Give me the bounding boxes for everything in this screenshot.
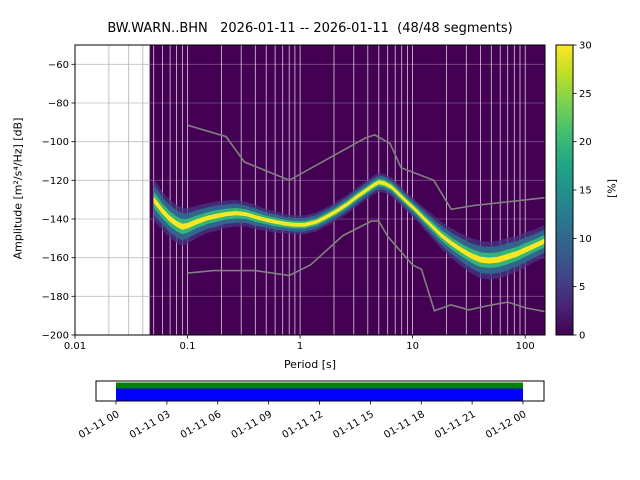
colorbar-border	[555, 44, 574, 336]
psd-data-layer	[153, 124, 545, 313]
psd-band-blue	[153, 175, 545, 275]
x-tick-label: 10	[406, 341, 419, 352]
plot-border	[74, 44, 546, 336]
psd-histogram-background	[149, 45, 545, 335]
low-noise-model-line	[187, 220, 545, 313]
timeline-tick-label: 01-11 18	[382, 409, 426, 441]
x-tick-label: 1	[297, 341, 303, 352]
timeline-tick-label: 01-11 15	[331, 409, 375, 441]
y-tick-label: −160	[42, 253, 69, 264]
y-tick-label: −120	[42, 176, 69, 187]
psd-mode-line	[153, 180, 545, 264]
x-tick-label: 0.01	[64, 341, 86, 352]
y-tick-label: −80	[48, 99, 69, 110]
colorbar-tick-label: 0	[579, 331, 585, 342]
timeline-extent-bar	[116, 388, 523, 401]
timeline-tick-label: 01-11 12	[281, 409, 325, 441]
colorbar-tick-label: 25	[579, 89, 592, 100]
y-tick-label: −60	[48, 60, 69, 71]
x-tick-label: 100	[516, 341, 535, 352]
timeline-tick-label: 01-12 00	[484, 409, 528, 441]
x-tick-label: 0.1	[180, 341, 196, 352]
colorbar-tick-label: 15	[579, 186, 592, 197]
colorbar-label: [%]	[605, 178, 619, 199]
y-axis-label: Amplitude [m²/s⁴/Hz] [dB]	[11, 117, 25, 260]
timeline-tick-label: 01-11 06	[179, 409, 223, 441]
y-tick-label: −180	[42, 292, 69, 303]
timeline-tick-label: 01-11 21	[433, 409, 477, 441]
x-axis-label: Period [s]	[283, 358, 337, 371]
timeline-tick-label: 01-11 09	[230, 409, 274, 441]
plot-title: BW.WARN..BHN 2026-01-11 -- 2026-01-11 (4…	[107, 21, 513, 36]
psd-band-outer	[153, 172, 545, 280]
y-tick-label: −100	[42, 137, 69, 148]
timeline-tick-label: 01-11 00	[77, 409, 121, 441]
colorbar-tick-label: 5	[579, 282, 585, 293]
colorbar-tick-label: 10	[579, 234, 592, 245]
colorbar-gradient	[556, 45, 573, 335]
y-tick-label: −200	[42, 331, 69, 342]
timeline-coverage-bar	[116, 382, 523, 389]
y-tick-label: −140	[42, 215, 69, 226]
high-noise-model-line	[187, 124, 545, 211]
timeline-tick-label: 01-11 03	[128, 409, 172, 441]
colorbar-tick-label: 20	[579, 137, 592, 148]
colorbar-tick-label: 30	[579, 41, 592, 52]
gridlines	[75, 45, 545, 335]
